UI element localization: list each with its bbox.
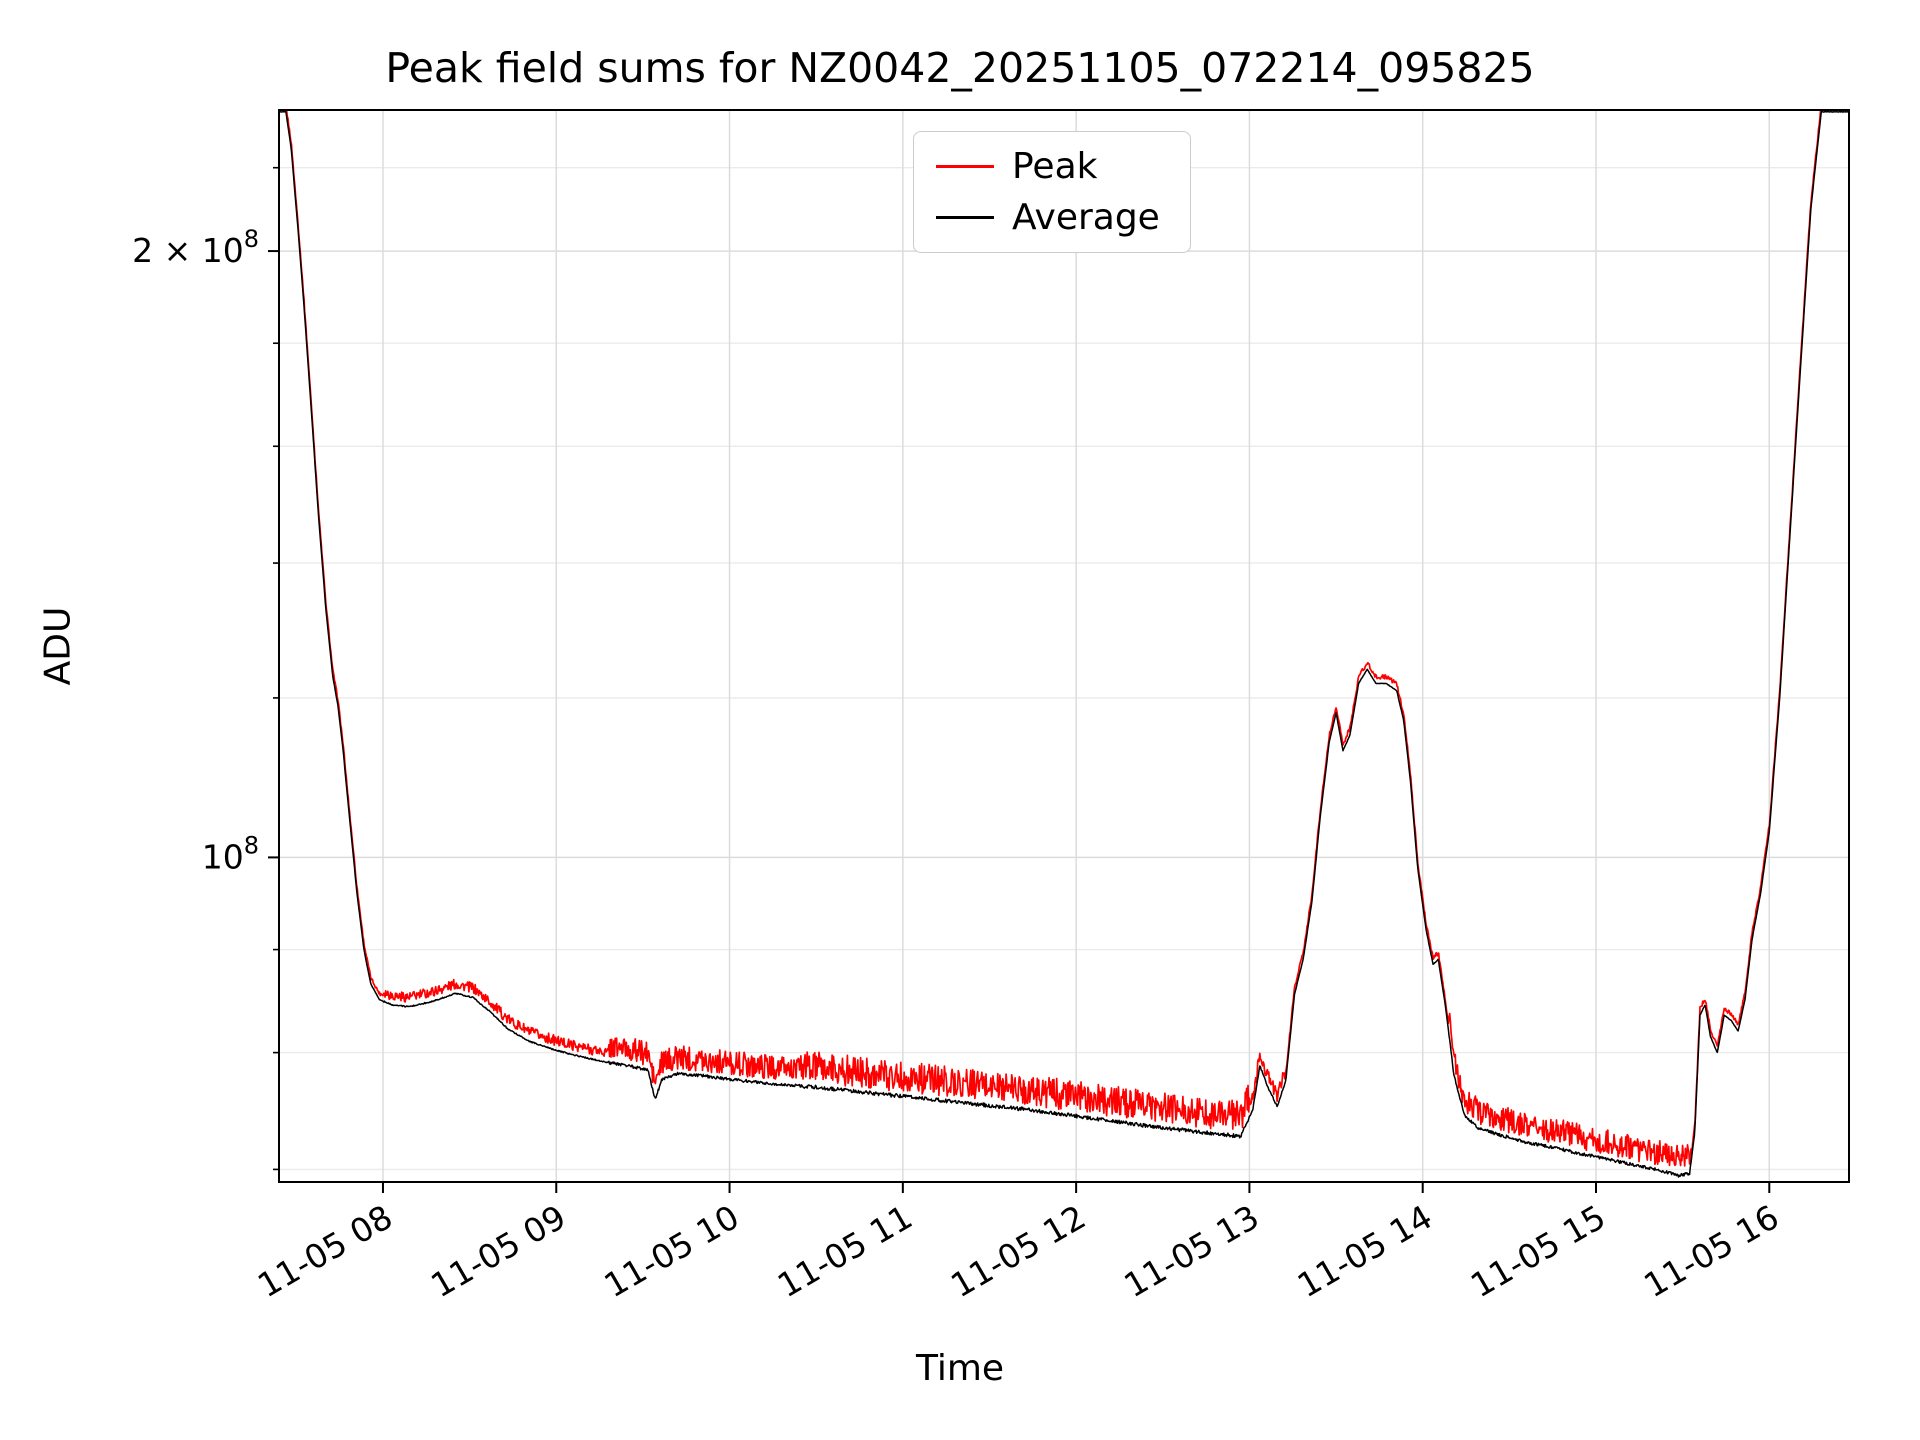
y-axis-label: ADU	[37, 606, 79, 686]
legend: Peak Average	[913, 131, 1191, 253]
x-tick-label: 11-05 13	[1117, 1197, 1265, 1305]
x-tick-label: 11-05 11	[771, 1197, 919, 1305]
legend-item-peak: Peak	[936, 146, 1160, 187]
average-line-sample	[936, 216, 994, 219]
x-tick-label: 11-05 15	[1464, 1197, 1612, 1305]
average-line	[279, 110, 1849, 1178]
legend-label-average: Average	[1012, 197, 1160, 238]
x-axis-label: Time	[915, 1348, 1005, 1389]
peak-line	[285, 110, 1822, 1167]
peak-line-sample	[936, 165, 994, 168]
x-tick-label: 11-05 10	[598, 1197, 746, 1305]
x-tick-label: 11-05 09	[424, 1197, 572, 1305]
legend-item-average: Average	[936, 197, 1160, 238]
series-group	[279, 110, 1849, 1178]
axes-spines	[278, 109, 1850, 1183]
y-tick-label: 108	[202, 831, 259, 876]
x-tick-label: 11-05 16	[1637, 1197, 1785, 1305]
chart-title: Peak field sums for NZ0042_20251105_0722…	[385, 44, 1535, 92]
x-tick-label: 11-05 12	[944, 1197, 1092, 1305]
y-tick-label: 2 × 108	[132, 225, 259, 270]
legend-label-peak: Peak	[1012, 146, 1098, 187]
x-tick-label: 11-05 14	[1291, 1197, 1439, 1305]
x-tick-label: 11-05 08	[251, 1197, 399, 1305]
